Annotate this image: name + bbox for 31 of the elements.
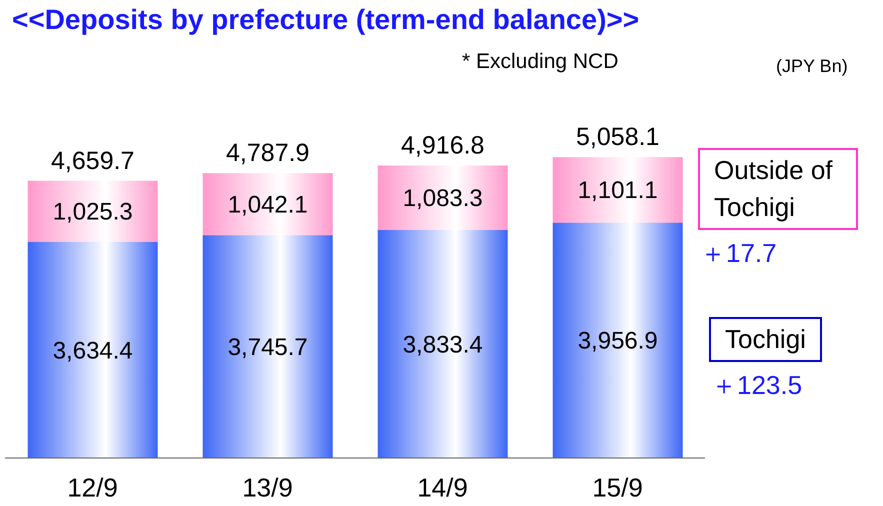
x-tick-label: 13/9 <box>242 472 293 502</box>
text: ＋123.5 <box>711 369 804 402</box>
x-tick-label: 14/9 <box>417 472 468 502</box>
bar <box>552 222 683 458</box>
data-label: 1,025.3 <box>52 198 133 226</box>
chart-title: <<Deposits by prefecture (term-end balance)>> <box>12 4 640 36</box>
series-label: Tochigi <box>709 317 822 362</box>
bar <box>378 165 508 230</box>
x-tick-label: 12/9 <box>67 472 118 502</box>
bar <box>552 157 683 223</box>
bar <box>202 235 333 458</box>
data-label: 1,042.1 <box>228 192 308 219</box>
data-label: 3,833.4 <box>402 331 483 358</box>
data-label: 3,956.9 <box>578 328 658 355</box>
series-label: Outside of Tochigi <box>698 148 858 230</box>
total-label: 4,916.8 <box>401 131 484 160</box>
text: (JPY Bn) <box>776 56 848 77</box>
bar <box>28 180 158 242</box>
data-label: 3,634.4 <box>52 337 133 364</box>
bar <box>202 173 333 236</box>
data-label: 3,745.7 <box>228 334 308 361</box>
total-label: 4,659.7 <box>51 146 134 175</box>
x-tick-label: 15/9 <box>592 472 643 502</box>
text: * Excluding NCD <box>462 50 618 74</box>
total-label: 4,787.9 <box>226 139 310 168</box>
bar <box>28 242 158 458</box>
data-label: 1,083.3 <box>402 185 483 212</box>
total-label: 5,058.1 <box>576 123 660 152</box>
bar <box>378 230 508 458</box>
annotation: ＋17.7 <box>700 236 778 270</box>
data-label: 1,101.1 <box>578 177 658 204</box>
